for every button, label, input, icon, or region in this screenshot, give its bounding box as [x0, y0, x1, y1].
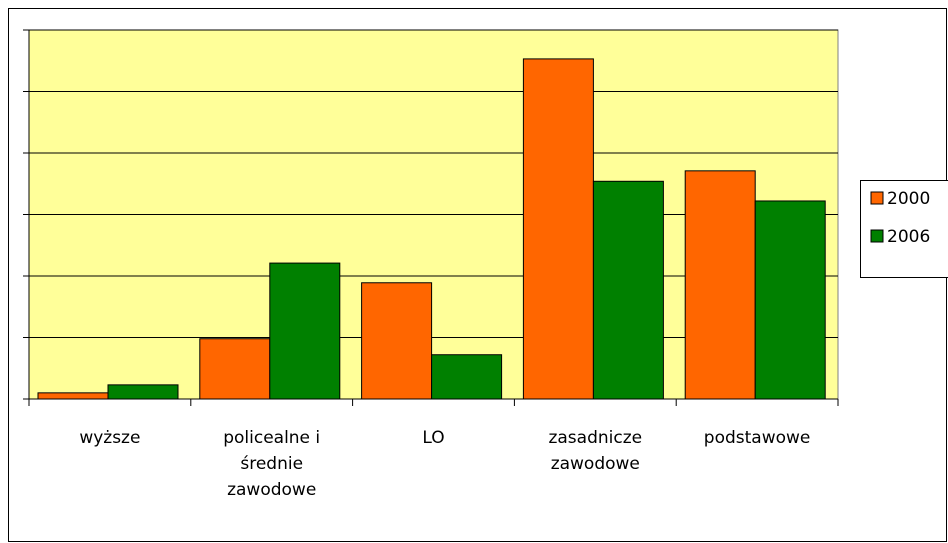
- bar: [431, 354, 503, 400]
- bar: [754, 200, 826, 400]
- x-tick-label: policealne i średnie zawodowe: [223, 428, 321, 500]
- x-tick-label: LO: [422, 428, 445, 448]
- bar: [684, 170, 756, 400]
- bar: [522, 58, 594, 400]
- legend-swatch: [870, 191, 884, 205]
- bar: [269, 262, 341, 400]
- bar: [199, 338, 271, 400]
- x-tick-label: podstawowe: [703, 428, 811, 448]
- legend-swatch: [870, 229, 884, 243]
- bar: [592, 180, 664, 400]
- x-tick-label: wyższe: [79, 428, 141, 448]
- legend-label: 2000: [887, 189, 930, 209]
- bar: [361, 282, 433, 400]
- legend-label: 2006: [887, 227, 930, 247]
- x-tick-label: zasadnicze zawodowe: [548, 428, 643, 474]
- bar: [107, 384, 179, 400]
- bar: [37, 392, 109, 400]
